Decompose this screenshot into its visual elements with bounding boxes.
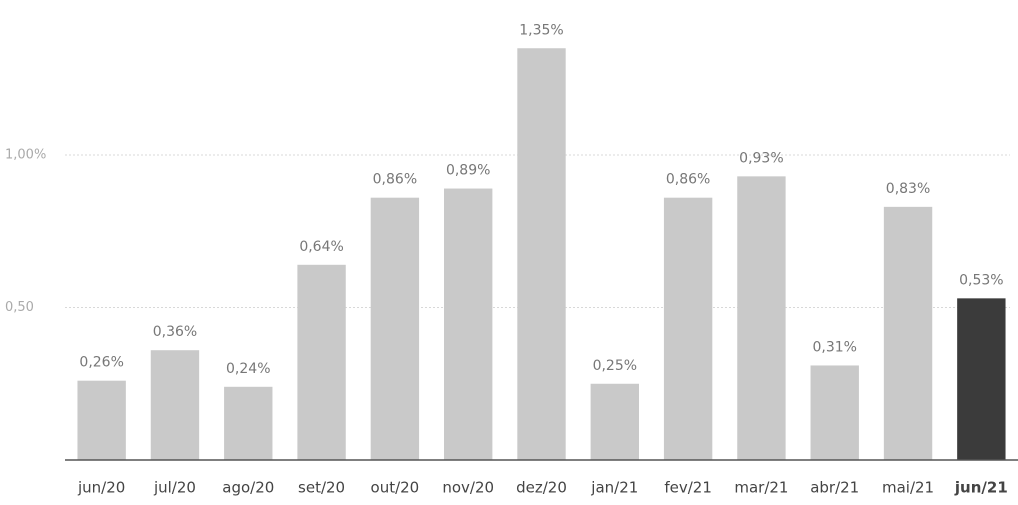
bar <box>297 264 346 460</box>
y-tick-label: 0,50 <box>5 300 34 315</box>
x-tick-label: abr/21 <box>810 479 859 497</box>
x-tick-label: mai/21 <box>882 479 934 497</box>
bar <box>737 176 786 460</box>
x-tick-label: jan/21 <box>590 479 638 497</box>
data-label: 0,24% <box>226 361 270 377</box>
bar <box>663 197 713 460</box>
data-label: 0,83% <box>886 181 930 197</box>
data-label: 1,35% <box>519 22 563 38</box>
data-label: 0,86% <box>666 172 710 188</box>
x-tick-label: fev/21 <box>664 479 712 497</box>
x-tick-label: ago/20 <box>222 479 274 497</box>
data-label: 0,53% <box>959 272 1003 288</box>
x-tick-label: jun/21 <box>954 479 1008 497</box>
bar <box>590 383 639 460</box>
data-label: 0,86% <box>373 172 417 188</box>
bar <box>370 197 420 460</box>
data-label: 0,64% <box>299 239 343 255</box>
bar <box>224 386 273 460</box>
data-label: 0,93% <box>739 150 783 166</box>
bar <box>883 206 933 460</box>
x-tick-label: dez/20 <box>516 479 567 497</box>
bar <box>517 48 566 460</box>
bar <box>77 380 126 460</box>
data-label: 0,31% <box>812 339 856 355</box>
bar <box>444 188 493 461</box>
x-tick-label: out/20 <box>371 479 420 497</box>
x-tick-label: jul/20 <box>153 479 196 497</box>
data-label: 0,25% <box>593 358 637 374</box>
data-label: 0,26% <box>79 355 123 371</box>
x-tick-label: mar/21 <box>734 479 788 497</box>
x-tick-label: set/20 <box>298 479 345 497</box>
bar <box>150 350 200 460</box>
bar <box>957 298 1006 460</box>
x-tick-label: nov/20 <box>442 479 494 497</box>
data-label: 0,89% <box>446 163 490 179</box>
x-tick-label: jun/20 <box>77 479 125 497</box>
bar <box>810 365 859 460</box>
y-tick-label: 1,00% <box>5 148 46 163</box>
data-label: 0,36% <box>153 324 197 340</box>
